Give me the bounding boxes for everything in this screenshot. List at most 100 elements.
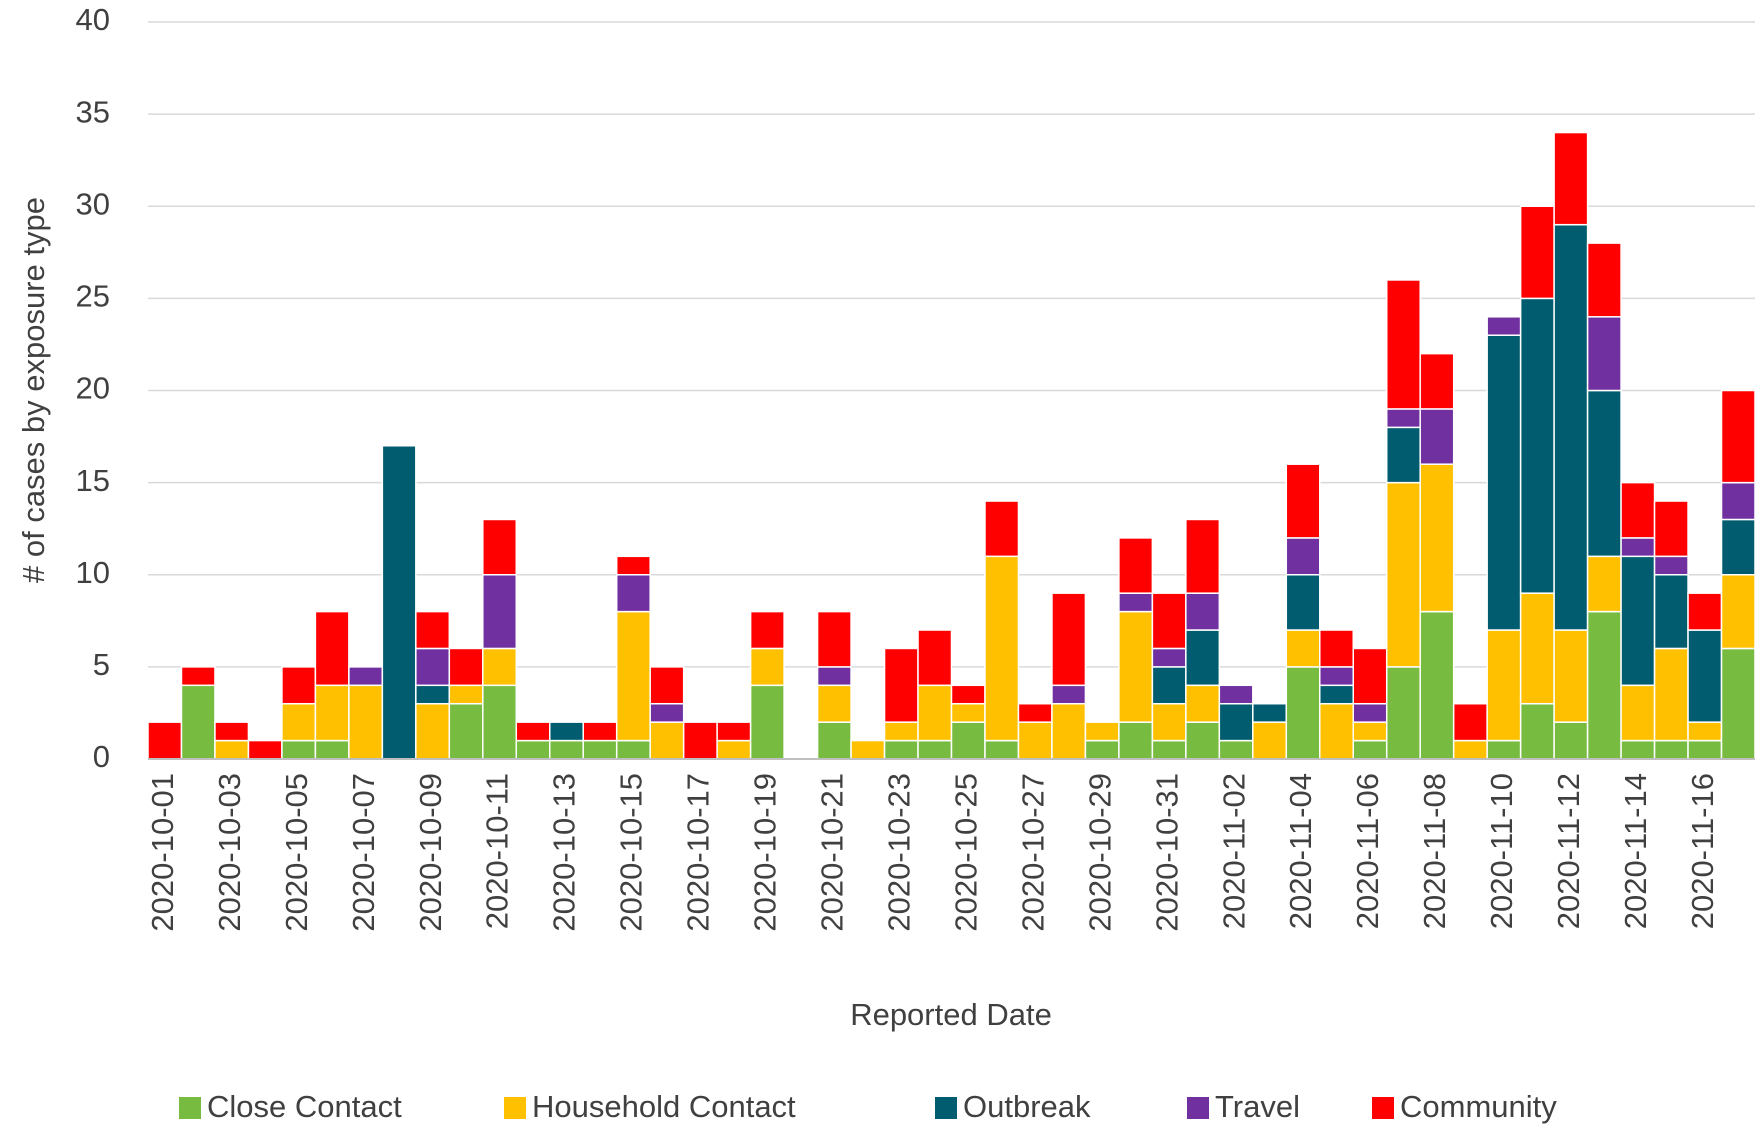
bar-segment [1486,316,1522,336]
y-tick-label: 40 [76,2,110,37]
bar-segment [1151,647,1187,668]
bar-segment [1653,739,1689,760]
bar-segment [1352,702,1388,723]
x-tick-label: 2020-10-23 [881,773,916,932]
bar-segment [1285,629,1321,668]
bar-segment [984,500,1020,558]
legend-swatch [935,1097,957,1119]
bar-segment [1687,739,1723,760]
x-tick-label: 2020-10-13 [547,773,582,932]
bar-segment [1586,242,1622,318]
bar-segment [1653,555,1689,576]
bar-segment [549,721,584,742]
bar-segment [515,721,551,742]
x-tick-label: 2020-11-02 [1216,773,1251,929]
bar-segment [1084,739,1120,760]
bar-segment [515,739,551,760]
bar-segment [1419,610,1455,760]
bar-segment [749,647,785,687]
bar-segment [1151,739,1187,760]
bar-segment [883,647,919,723]
bar-segment [415,702,451,760]
bar-segment [1385,426,1421,484]
x-tick-label: 2020-10-07 [346,773,381,932]
bar-segment [1620,555,1656,687]
x-tick-label: 2020-10-03 [212,773,247,932]
bar-segment [448,684,484,705]
x-tick-label: 2020-11-04 [1283,773,1318,929]
bar-segment [1017,721,1053,760]
bar-segment [281,702,317,742]
bar-segment [1118,721,1154,760]
x-tick-label: 2020-10-17 [681,773,716,932]
bar-segment [1319,666,1355,687]
bar-segment [348,666,384,687]
bar-segment [1185,518,1221,594]
bar-segment [1553,629,1589,723]
bar-segment [1553,223,1589,631]
bar-segment [1687,629,1723,723]
bar-segment [1218,739,1254,760]
bar-segment [1720,481,1755,521]
y-axis-title: # of cases by exposure type [16,197,51,583]
bar-segment [917,684,953,742]
bar-segment [1285,463,1321,539]
bar-segment [1620,684,1656,742]
x-tick-label: 2020-10-25 [948,773,983,932]
bar-segment [1218,684,1254,705]
bar-segment [716,721,752,742]
bar-segment [1653,500,1689,558]
bar-segment [1452,702,1488,742]
legend-label: Community [1400,1089,1557,1124]
x-axis-title: Reported Date [850,997,1052,1032]
bar-segment [1653,574,1689,650]
x-tick-label: 2020-11-14 [1618,773,1653,929]
bar-segment [582,721,618,742]
bar-segment [482,574,518,650]
bar-segment [1419,352,1455,410]
y-tick-label: 25 [76,279,110,314]
bar-segment [816,666,852,687]
bar-segment [448,647,484,687]
y-tick-label: 30 [76,186,110,221]
bar-segment [1051,702,1087,760]
x-tick-label: 2020-11-08 [1417,773,1452,929]
legend-swatch [1372,1097,1394,1119]
bar-segment [1419,463,1455,613]
bar-segment [1151,702,1187,742]
x-tick-label: 2020-10-21 [815,773,850,932]
bar-segment [1319,702,1355,760]
bar-segment [147,721,183,760]
bar-segment [1720,518,1755,576]
bar-segment [214,739,250,760]
legend-label: Travel [1215,1089,1300,1124]
bar-segment [716,739,752,760]
bar-segment [1519,702,1555,760]
bar-segment [950,721,986,760]
bar-segment [1486,739,1522,760]
y-tick-label: 35 [76,94,110,129]
x-tick-label: 2020-11-16 [1685,773,1720,929]
bar-segment [1185,684,1221,723]
bar-segment [1486,629,1522,742]
bar-segment [180,666,216,687]
bar-segment [314,739,350,760]
bar-segment [1285,666,1321,760]
bar-segment [917,739,953,760]
bar-segment [1720,389,1755,484]
y-tick-label: 0 [93,739,110,774]
bar-segment [180,684,216,760]
x-tick-label: 2020-10-01 [145,773,180,932]
bar-segment [883,721,919,742]
bar-segment [1151,592,1187,650]
bar-segment [348,684,384,760]
bar-segment [1385,408,1421,429]
bar-segment [682,721,718,760]
bar-segment [549,739,584,760]
bar-segment [1486,334,1522,631]
bar-segment [1118,592,1154,613]
y-tick-label: 10 [76,555,110,590]
bar-segment [1352,721,1388,742]
bar-segment [615,739,651,760]
bar-segment [1452,739,1488,760]
